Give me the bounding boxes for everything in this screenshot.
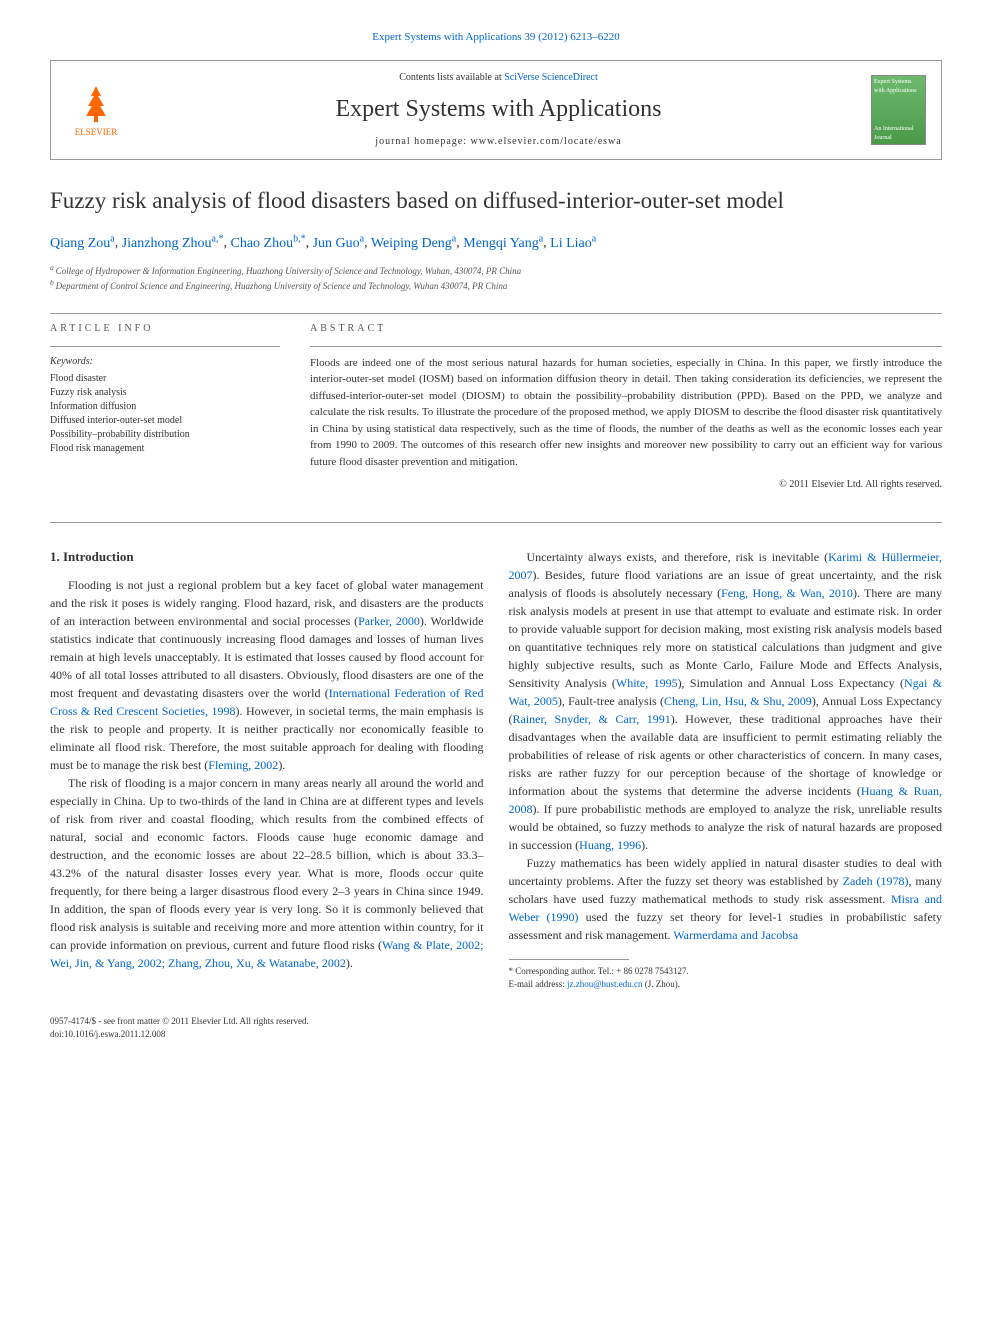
author: Chao Zhoub,* <box>231 236 306 251</box>
corresponding-author-footnote: * Corresponding author. Tel.: + 86 0278 … <box>509 965 943 990</box>
author-affil-sup: a <box>539 233 543 244</box>
body-paragraph: Uncertainty always exists, and therefore… <box>509 548 943 854</box>
keyword: Flood risk management <box>50 442 280 456</box>
citation-link[interactable]: Cheng, Lin, Hsu, & Shu, 2009 <box>664 694 812 708</box>
citation-link[interactable]: Huang, 1996 <box>579 838 641 852</box>
author: Li Liaoa <box>550 236 596 251</box>
journal-reference: Expert Systems with Applications 39 (201… <box>50 30 942 45</box>
author-affil-sup: b,* <box>293 233 306 244</box>
elsevier-label: ELSEVIER <box>75 126 118 139</box>
author-name-link[interactable]: Weiping Deng <box>371 236 452 251</box>
affil-sup: a <box>50 263 56 272</box>
abstract-column: ABSTRACT Floods are indeed one of the mo… <box>310 322 942 493</box>
body-paragraph: Fuzzy mathematics has been widely applie… <box>509 854 943 944</box>
author-name-link[interactable]: Jianzhong Zhou <box>122 236 212 251</box>
sciencedirect-link[interactable]: SciVerse ScienceDirect <box>504 72 598 83</box>
author-affil-sup: a,* <box>212 233 224 244</box>
keyword: Diffused interior-outer-set model <box>50 414 280 428</box>
citation-link[interactable]: Feng, Hong, & Wan, 2010 <box>721 586 853 600</box>
citation-link[interactable]: Zadeh (1978) <box>843 874 909 888</box>
keyword: Flood disaster <box>50 372 280 386</box>
keyword: Possibility–probability distribution <box>50 428 280 442</box>
author-name-link[interactable]: Jun Guo <box>313 236 360 251</box>
author-affil-sup: a <box>452 233 456 244</box>
citation-link[interactable]: Warmerdama and Jacobsa <box>673 928 798 942</box>
page-footer: 0957-4174/$ - see front matter © 2011 El… <box>50 1015 942 1040</box>
author-affil-sup: a <box>360 233 364 244</box>
copyright-line: © 2011 Elsevier Ltd. All rights reserved… <box>310 478 942 492</box>
citation-link[interactable]: Rainer, Snyder, & Carr, 1991 <box>513 712 671 726</box>
footnote-email-line: E-mail address: jz.zhou@hust.edu.cn (J. … <box>509 978 943 991</box>
article-info-heading: ARTICLE INFO <box>50 322 280 336</box>
elsevier-logo: ELSEVIER <box>66 75 126 145</box>
divider <box>50 346 280 347</box>
citation-link[interactable]: Parker, 2000 <box>358 614 420 628</box>
info-abstract-row: ARTICLE INFO Keywords: Flood disasterFuz… <box>50 322 942 493</box>
citation-link[interactable]: International Federation of Red Cross & … <box>50 686 484 718</box>
footnote-email-label: E-mail address: <box>509 979 567 989</box>
keyword: Fuzzy risk analysis <box>50 386 280 400</box>
affil-sup: b <box>50 278 56 287</box>
author-name-link[interactable]: Qiang Zou <box>50 236 110 251</box>
footnote-corr: * Corresponding author. Tel.: + 86 0278 … <box>509 965 943 978</box>
author-name-link[interactable]: Mengqi Yang <box>463 236 538 251</box>
body-paragraph: The risk of flooding is a major concern … <box>50 774 484 972</box>
journal-header: ELSEVIER Contents lists available at Sci… <box>50 60 942 160</box>
homepage-line: journal homepage: www.elsevier.com/locat… <box>141 135 856 149</box>
citation-link[interactable]: Huang & Ruan, 2008 <box>509 784 943 816</box>
cover-title: Expert Systems with Applications <box>874 78 923 95</box>
footnote-email-link[interactable]: jz.zhou@hust.edu.cn <box>567 979 643 989</box>
body-paragraph: Flooding is not just a regional problem … <box>50 576 484 774</box>
author: Qiang Zoua <box>50 236 115 251</box>
elsevier-tree-icon <box>76 81 116 126</box>
article-info-column: ARTICLE INFO Keywords: Flood disasterFuz… <box>50 322 280 493</box>
body-columns: 1. Introduction Flooding is not just a r… <box>50 548 942 990</box>
journal-cover-thumbnail: Expert Systems with Applications An Inte… <box>871 75 926 145</box>
divider <box>50 313 942 314</box>
affiliation: a College of Hydropower & Information En… <box>50 263 942 278</box>
keywords-list: Flood disasterFuzzy risk analysisInforma… <box>50 372 280 456</box>
keywords-label: Keywords: <box>50 355 280 369</box>
affiliations: a College of Hydropower & Information En… <box>50 263 942 292</box>
article-title: Fuzzy risk analysis of flood disasters b… <box>50 185 942 217</box>
divider <box>50 522 942 523</box>
citation-link[interactable]: White, 1995 <box>616 676 678 690</box>
cover-subtitle: An International Journal <box>874 125 923 142</box>
abstract-text: Floods are indeed one of the most seriou… <box>310 355 942 471</box>
body-text: Flooding is not just a regional problem … <box>50 548 942 990</box>
author: Weiping Denga <box>371 236 456 251</box>
author: Jun Guoa <box>313 236 365 251</box>
author-affil-sup: a <box>110 233 114 244</box>
footnote-separator <box>509 959 629 960</box>
citation-link[interactable]: Karimi & Hüllermeier, 2007 <box>509 550 942 582</box>
footnote-email-suffix: (J. Zhou). <box>643 979 681 989</box>
citation-link[interactable]: Fleming, 2002 <box>208 758 278 772</box>
keyword: Information diffusion <box>50 400 280 414</box>
divider <box>310 346 942 347</box>
intro-heading: 1. Introduction <box>50 548 484 566</box>
citation-link[interactable]: Wang & Plate, 2002; Wei, Jin, & Yang, 20… <box>50 938 484 970</box>
author: Mengqi Yanga <box>463 236 543 251</box>
author-list: Qiang Zoua, Jianzhong Zhoua,*, Chao Zhou… <box>50 232 942 253</box>
author-name-link[interactable]: Li Liao <box>550 236 592 251</box>
author-name-link[interactable]: Chao Zhou <box>231 236 294 251</box>
author-affil-sup: a <box>592 233 596 244</box>
journal-name: Expert Systems with Applications <box>141 93 856 127</box>
citation-link[interactable]: Misra and Weber (1990) <box>509 892 943 924</box>
footer-front-matter: 0957-4174/$ - see front matter © 2011 El… <box>50 1015 942 1028</box>
contents-prefix: Contents lists available at <box>399 72 504 83</box>
footer-doi: doi:10.1016/j.eswa.2011.12.008 <box>50 1028 942 1041</box>
contents-line: Contents lists available at SciVerse Sci… <box>141 71 856 85</box>
abstract-heading: ABSTRACT <box>310 322 942 336</box>
affiliation: b Department of Control Science and Engi… <box>50 278 942 293</box>
header-center: Contents lists available at SciVerse Sci… <box>141 71 856 149</box>
author: Jianzhong Zhoua,* <box>122 236 224 251</box>
